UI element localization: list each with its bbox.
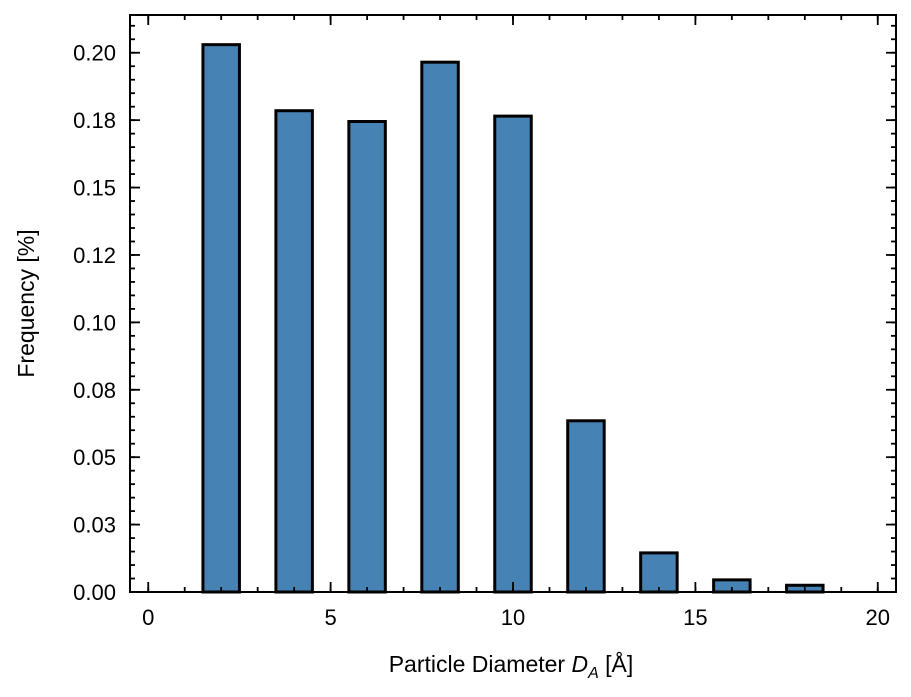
y-axis-label: Frequency [%] bbox=[13, 229, 39, 377]
y-tick-label: 0.20 bbox=[73, 41, 116, 66]
tick-labels-group: 0.00 0.03 0.05 0.08 0.10 0.12 0.15 0.18 0.20 0 5 10… bbox=[73, 41, 890, 630]
y-tick-label: 0.10 bbox=[73, 310, 116, 335]
y-tick-label: 0.15 bbox=[73, 176, 116, 201]
bars-group bbox=[201, 43, 825, 594]
x-axis-label-symbol: D bbox=[571, 651, 588, 677]
x-tick-label: 5 bbox=[324, 605, 336, 630]
bar-10 bbox=[493, 114, 533, 594]
x-axis-label-subscript: A bbox=[587, 665, 599, 682]
y-tick-label: 0.08 bbox=[73, 378, 116, 403]
bar-8 bbox=[420, 60, 460, 594]
plot-frame bbox=[129, 14, 897, 593]
bar-6 bbox=[347, 120, 387, 594]
x-tick-label: 20 bbox=[866, 605, 890, 630]
x-tick-label: 15 bbox=[683, 605, 707, 630]
y-tick-label: 0.12 bbox=[73, 243, 116, 268]
bar-4 bbox=[274, 109, 314, 594]
y-tick-label: 0.00 bbox=[73, 580, 116, 605]
x-axis-label: Particle Diameter DA [Å] bbox=[389, 650, 634, 682]
bar-14 bbox=[639, 551, 679, 594]
bar-12 bbox=[566, 419, 606, 594]
y-tick-label: 0.18 bbox=[73, 108, 116, 133]
x-axis-label-prefix: Particle Diameter bbox=[389, 651, 572, 677]
x-axis-label-suffix: [Å] bbox=[599, 650, 634, 677]
y-tick-label: 0.05 bbox=[73, 445, 116, 470]
x-tick-label: 10 bbox=[501, 605, 525, 630]
bar-2 bbox=[201, 43, 241, 594]
y-tick-label: 0.03 bbox=[73, 513, 116, 538]
x-tick-label: 0 bbox=[142, 605, 154, 630]
